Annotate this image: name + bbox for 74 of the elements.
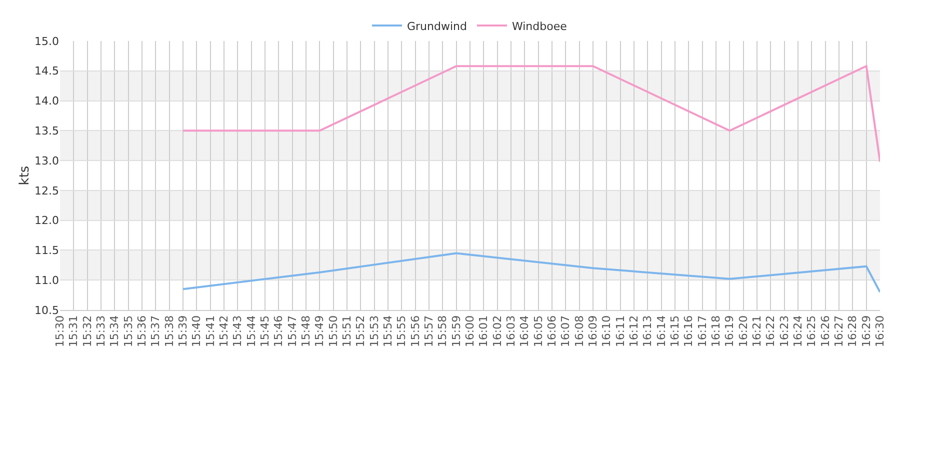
x-tick-label: 16:02 [490,315,504,348]
x-tick-label: 16:05 [532,315,545,348]
x-tick-label: 16:09 [586,315,600,348]
x-tick-label: 15:45 [258,315,272,348]
y-tick-label: 11.0 [34,274,59,287]
x-tick-label: 16:18 [710,315,723,348]
x-tick-label: 16:12 [628,315,641,348]
x-tick-label: 16:10 [600,315,614,348]
x-tick-label: 16:29 [860,315,873,348]
x-tick-label: 16:27 [832,315,846,348]
x-tick-label: 15:38 [162,315,176,348]
y-tick-label: 13.5 [34,124,59,138]
x-tick-label: 15:36 [136,315,149,348]
x-tick-label: 15:46 [272,315,286,348]
x-tick-label: 15:58 [436,315,450,348]
x-tick-label: 16:25 [805,315,818,348]
x-tick-label: 15:42 [218,315,231,348]
y-tick-label: 13.0 [34,154,59,168]
x-tick-label: 16:24 [792,315,805,348]
y-tick-label: 14.0 [34,94,59,108]
y-tick-label: 15.0 [34,34,59,48]
x-tick-label: 15:41 [204,315,217,348]
y-tick-label: 12.0 [34,214,59,228]
x-tick-label: 15:44 [244,315,258,348]
x-tick-label: 16:14 [654,315,668,348]
x-tick-label: 15:32 [80,315,94,348]
x-tick-label: 15:47 [286,315,299,348]
y-tick-label: 12.5 [34,184,59,198]
x-tick-label: 16:28 [846,315,860,348]
x-tick-label: 15:34 [108,315,122,348]
x-tick-label: 15:40 [190,315,204,348]
x-tick-label: 15:49 [313,315,326,348]
x-tick-label: 16:21 [750,315,764,348]
x-tick-label: 16:07 [559,315,572,348]
x-tick-label: 15:52 [354,315,368,348]
x-tick-label: 16:01 [477,315,490,348]
x-tick-label: 16:17 [696,315,709,348]
x-tick-label: 16:15 [668,315,682,348]
legend-label: Grundwind [407,20,467,33]
x-tick-label: 16:30 [874,315,887,348]
x-tick-label: 16:13 [641,315,654,348]
x-tick-label: 15:35 [122,315,135,348]
x-tick-label: 16:00 [464,315,477,348]
x-tick-label: 15:48 [300,315,313,348]
x-tick-label: 16:22 [764,315,778,348]
x-tick-label: 16:23 [778,315,791,348]
x-tick-label: 15:59 [450,315,463,348]
x-tick-label: 15:31 [67,315,80,348]
x-tick-label: 16:06 [546,315,559,348]
x-tick-label: 15:51 [340,315,354,348]
x-tick-label: 15:33 [94,315,108,348]
x-tick-label: 15:39 [176,315,190,348]
x-tick-label: 15:55 [395,315,408,348]
x-tick-label: 15:30 [54,315,67,348]
x-tick-label: 15:50 [326,315,340,348]
y-tick-label: 10.5 [34,304,59,317]
x-tick-label: 16:19 [723,315,736,348]
x-tick-label: 15:43 [231,315,244,348]
y-tick-label: 11.5 [34,244,59,258]
x-tick-label: 15:57 [422,315,436,348]
x-tick-label: 16:26 [818,315,832,348]
x-tick-label: 16:03 [504,315,518,348]
x-tick-label: 16:20 [736,315,750,348]
y-tick-label: 14.5 [34,64,59,78]
x-tick-label: 15:56 [408,315,422,348]
x-tick-label: 16:11 [614,315,627,348]
x-tick-label: 15:37 [149,315,162,348]
legend-label: Windboee [512,20,568,33]
x-tick-label: 16:08 [572,315,586,348]
x-tick-label: 15:54 [382,315,395,348]
x-tick-label: 16:16 [682,315,696,348]
y-axis-title: kts [17,166,32,186]
x-tick-label: 15:53 [368,315,381,348]
x-tick-label: 16:04 [518,315,532,348]
